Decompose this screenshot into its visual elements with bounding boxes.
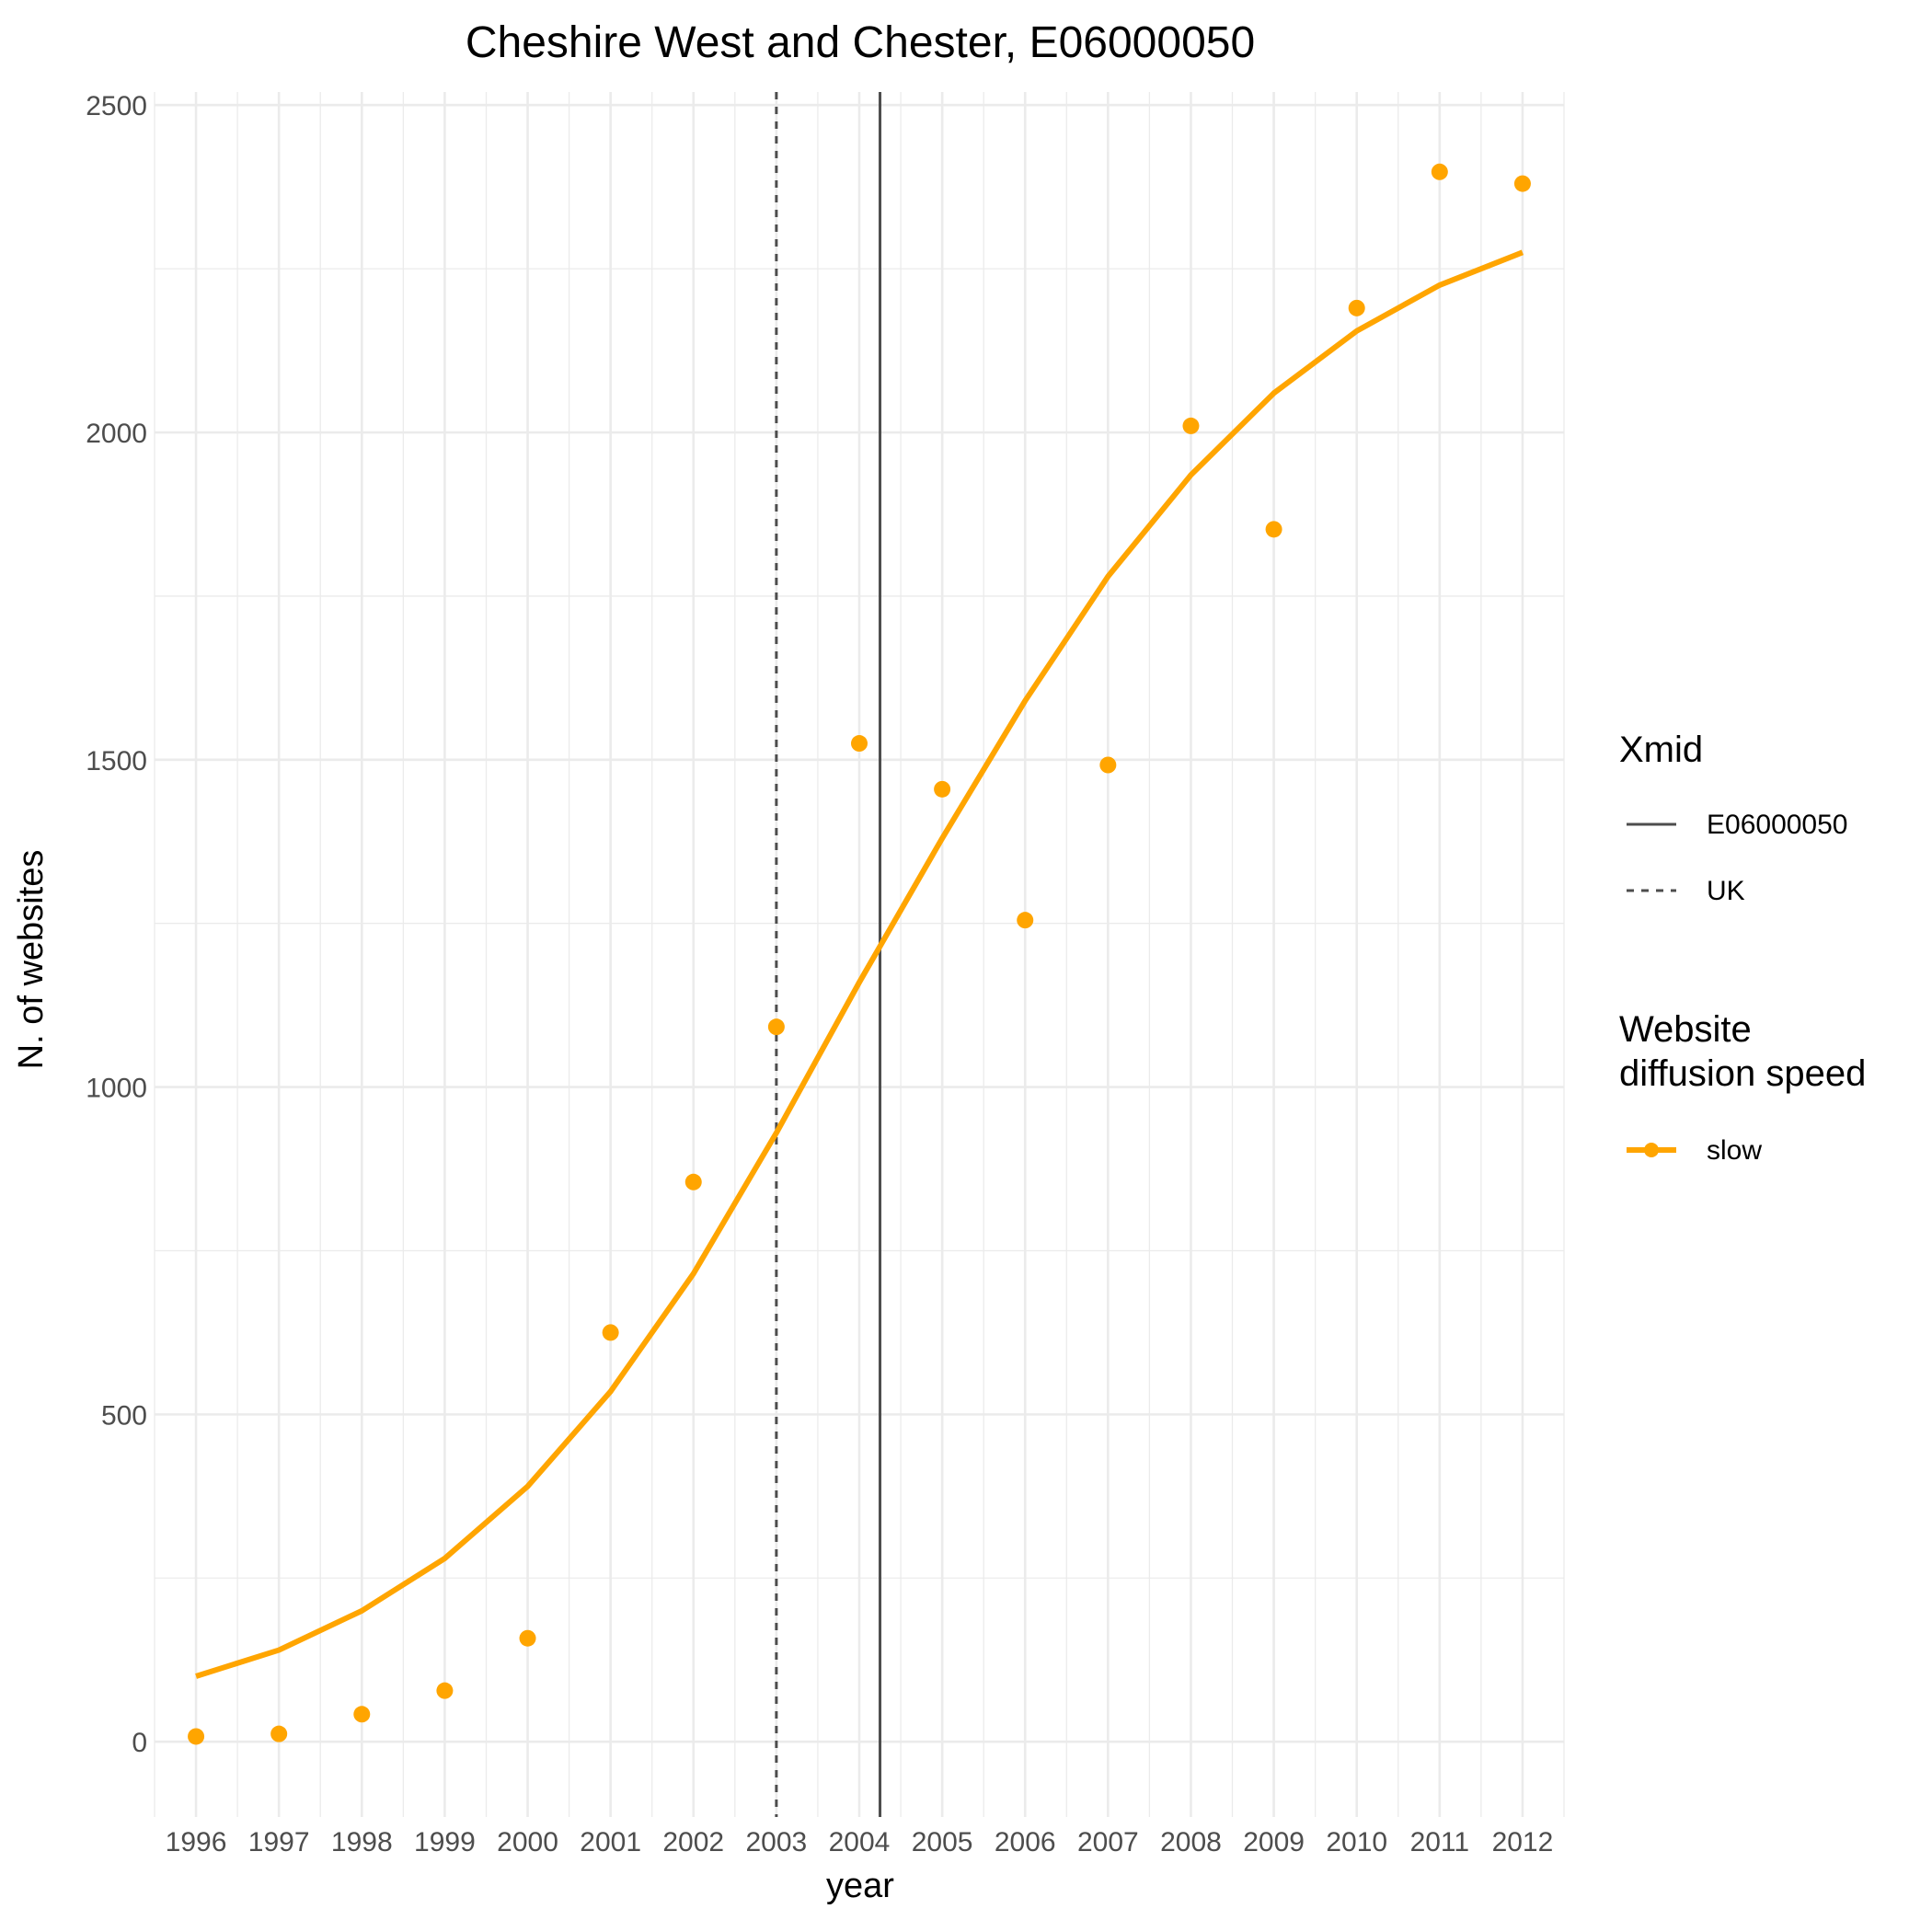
y-tick-label: 0	[132, 1728, 147, 1758]
data-point	[767, 1018, 785, 1036]
x-tick-label: 2012	[1492, 1827, 1554, 1857]
reference-lines	[775, 92, 882, 1817]
x-axis-title: year	[826, 1867, 894, 1905]
data-point	[684, 1173, 702, 1190]
data-point	[270, 1725, 288, 1742]
data-point	[519, 1629, 536, 1647]
data-point	[353, 1706, 371, 1723]
series-line-slow	[195, 249, 1524, 1679]
x-tick-label: 1999	[414, 1827, 476, 1857]
data-point	[602, 1324, 619, 1341]
x-tick-label: 2011	[1410, 1827, 1470, 1857]
data-point	[934, 780, 951, 798]
x-tick-label: 2004	[829, 1827, 891, 1857]
x-tick-label: 2001	[580, 1827, 641, 1857]
data-point	[1348, 299, 1365, 316]
legend-title-xmid: Xmid	[1619, 730, 1703, 770]
data-point	[1017, 912, 1034, 929]
x-tick-label: 2000	[497, 1827, 558, 1857]
x-tick-label: 2006	[995, 1827, 1056, 1857]
data-point	[1099, 756, 1117, 774]
legend-key-slow-point	[1644, 1143, 1659, 1157]
data-point	[851, 735, 868, 753]
legend-title-diffusion-line2: diffusion speed	[1619, 1053, 1866, 1094]
legend-label-uk: UK	[1707, 876, 1745, 906]
y-tick-label: 2500	[86, 91, 147, 121]
x-tick-label: 2010	[1326, 1827, 1387, 1857]
x-tick-label: 1997	[248, 1827, 310, 1857]
y-tick-label: 1500	[86, 746, 147, 776]
x-tick-label: 2002	[662, 1827, 724, 1857]
data-point	[1265, 521, 1282, 538]
plot-area	[154, 92, 1565, 1817]
legend-label-e06000050: E06000050	[1707, 810, 1848, 840]
series-lines	[195, 249, 1524, 1679]
data-point	[436, 1682, 454, 1699]
y-tick-label: 1000	[86, 1074, 147, 1104]
data-point	[1513, 175, 1531, 192]
data-point	[1431, 163, 1448, 180]
x-tick-label: 2005	[912, 1827, 973, 1857]
x-tick-label: 2007	[1077, 1827, 1139, 1857]
data-point	[1182, 417, 1200, 434]
legend-title-diffusion-line1: Website	[1619, 1009, 1752, 1050]
y-tick-label: 2000	[86, 419, 147, 449]
x-tick-label: 2003	[746, 1827, 808, 1857]
x-tick-label: 2009	[1243, 1827, 1305, 1857]
y-axis-title: N. of websites	[12, 850, 51, 1070]
y-tick-label: 500	[101, 1400, 147, 1431]
grid	[154, 92, 1565, 1817]
x-tick-label: 1996	[166, 1827, 227, 1857]
legend-label-slow: slow	[1707, 1135, 1762, 1166]
x-tick-label: 1998	[331, 1827, 393, 1857]
data-point	[188, 1728, 205, 1745]
x-axis-ticks: 1996 1997 1998 1999 2000 2001 2002 2003 2004 2005…	[166, 1827, 1554, 1857]
legend: Xmid E06000050 UK Website diffusion spee…	[1619, 730, 1866, 1166]
y-axis-ticks: 0 500 1000 1500 2000 2500	[86, 91, 147, 1758]
series-points	[188, 163, 1531, 1745]
chart-title: Cheshire West and Chester, E06000050	[466, 18, 1255, 67]
x-tick-label: 2008	[1160, 1827, 1222, 1857]
